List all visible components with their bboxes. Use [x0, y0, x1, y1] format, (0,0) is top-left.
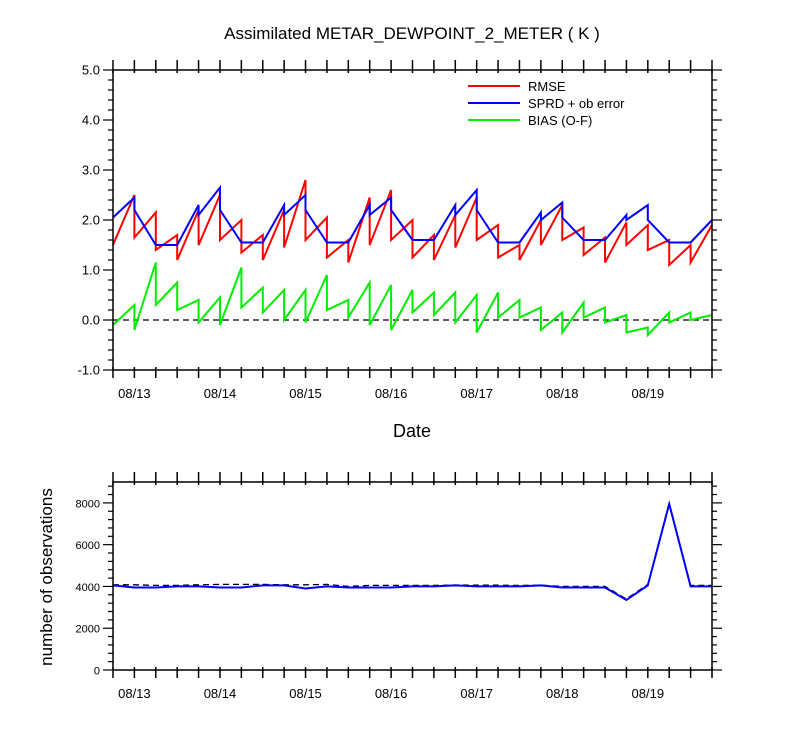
series-line-observations-assimilated	[112, 499, 712, 602]
x-tick-label: 08/17	[460, 686, 493, 701]
y-tick-label: 2000	[76, 624, 100, 636]
y-axis-label: number of observations	[37, 488, 56, 666]
rmse-chart-series	[112, 179, 713, 338]
rmse-chart: Assimilated METAR_DEWPOINT_2_METER ( K )…	[78, 24, 722, 441]
y-tick-label: 8000	[76, 498, 100, 510]
observations-chart-axes: 08/13 08/14 08/15 08/16 08/17 08/18 08/19 0 2000…	[76, 472, 722, 701]
series-line-bias-o-f	[112, 262, 713, 338]
y-tick-label: 0	[94, 666, 100, 678]
x-tick-label: 08/19	[632, 686, 665, 701]
x-tick-label: 08/15	[289, 686, 322, 701]
series-line-observations-possible	[113, 500, 712, 600]
legend-label: RMSE	[528, 79, 566, 94]
y-tick-label: 5.0	[82, 63, 100, 78]
x-tick-label: 08/18	[546, 686, 579, 701]
rmse-chart-axes: 08/13 08/14 08/15 08/16 08/17 08/18 08/19 -1.0 0…	[78, 60, 722, 401]
y-tick-label: -1.0	[78, 363, 100, 378]
legend-label: BIAS (O-F)	[528, 113, 592, 128]
y-tick-label: 6000	[76, 540, 100, 552]
series-line-sprd-ob-error	[112, 184, 713, 246]
x-tick-label: 08/13	[118, 686, 151, 701]
x-tick-label: 08/14	[204, 686, 237, 701]
x-tick-label: 08/18	[546, 386, 579, 401]
x-tick-label: 08/13	[118, 386, 151, 401]
chart-title: Assimilated METAR_DEWPOINT_2_METER ( K )	[224, 24, 600, 43]
x-tick-label: 08/15	[289, 386, 322, 401]
x-tick-label: 08/14	[204, 386, 237, 401]
y-tick-label: 0.0	[82, 313, 100, 328]
x-tick-label: 08/19	[632, 386, 665, 401]
x-tick-label: 08/17	[460, 386, 493, 401]
y-tick-label: 4000	[76, 582, 100, 594]
x-tick-label: 08/16	[375, 386, 408, 401]
x-axis-label: Date	[393, 421, 431, 441]
observations-chart: 08/13 08/14 08/15 08/16 08/17 08/18 08/19 0 2000…	[37, 472, 722, 701]
y-tick-label: 3.0	[82, 163, 100, 178]
observations-chart-series	[112, 499, 712, 602]
legend-label: SPRD + ob error	[528, 96, 625, 111]
y-tick-label: 4.0	[82, 113, 100, 128]
plot-frame	[112, 481, 713, 671]
y-tick-label: 1.0	[82, 263, 100, 278]
series-line-rmse	[112, 179, 713, 268]
legend: RMSE SPRD + ob error BIAS (O-F)	[468, 79, 625, 128]
y-tick-label: 2.0	[82, 213, 100, 228]
x-tick-label: 08/16	[375, 686, 408, 701]
